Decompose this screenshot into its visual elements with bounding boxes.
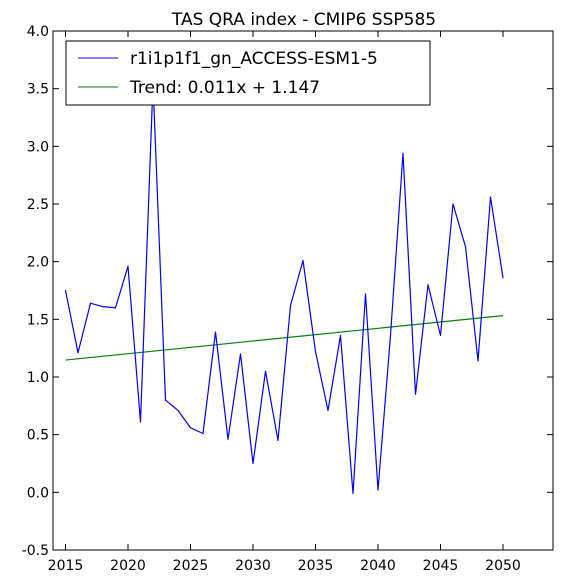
plot-frame — [52, 30, 554, 551]
series-line-access-esm1-5 — [64, 82, 504, 494]
y-tick-label: 0.0 — [27, 485, 49, 501]
data-point — [239, 353, 242, 355]
data-point — [114, 307, 117, 309]
x-tick-label: 2040 — [360, 558, 396, 574]
trend-line — [65, 315, 504, 361]
y-tick-label: 2.5 — [27, 197, 49, 213]
data-point — [364, 293, 367, 295]
axis-ticks — [53, 30, 553, 551]
data-point — [389, 334, 392, 337]
data-point — [477, 360, 479, 362]
data-point — [314, 351, 317, 353]
data-point — [277, 439, 279, 442]
series-layer — [64, 82, 504, 495]
y-tick-label: 0.5 — [27, 428, 49, 444]
data-point — [64, 289, 67, 292]
data-point — [214, 331, 217, 333]
data-point — [439, 334, 442, 337]
legend: r1i1p1f1_gn_ACCESS-ESM1-5 Trend: 0.011x … — [65, 40, 431, 106]
y-tick-label: 1.5 — [27, 312, 49, 328]
data-point — [502, 277, 504, 279]
x-tick-label: 2015 — [48, 558, 84, 574]
x-tick-label: 2025 — [173, 558, 209, 574]
data-point — [164, 399, 167, 401]
legend-label-series-0: r1i1p1f1_gn_ACCESS-ESM1-5 — [130, 49, 378, 69]
data-point — [377, 489, 379, 491]
data-point — [202, 432, 204, 435]
legend-box — [65, 40, 431, 106]
data-point — [102, 306, 104, 308]
y-tick-label: 3.5 — [27, 82, 49, 98]
x-tick-label: 2045 — [423, 558, 459, 574]
data-point — [302, 259, 304, 262]
data-point — [89, 302, 92, 304]
data-point — [489, 196, 492, 198]
data-point — [464, 246, 467, 248]
chart-title: TAS QRA index - CMIP6 SSP585 — [171, 10, 436, 30]
x-tick-label: 2020 — [110, 558, 146, 574]
data-point — [402, 152, 404, 154]
y-tick-label: 2.0 — [27, 255, 49, 271]
legend-label-series-1: Trend: 0.011x + 1.147 — [129, 78, 320, 98]
data-point — [227, 438, 229, 440]
data-point — [77, 352, 79, 354]
y-tick-label: 4.0 — [27, 24, 49, 40]
axis-tick-labels: 2015 2020 2025 2030 2035 2040 2045 2050 -0.5 0.0 0… — [22, 24, 521, 574]
data-point — [452, 203, 454, 205]
y-tick-label: 1.0 — [27, 370, 49, 386]
data-point — [289, 304, 292, 307]
x-tick-label: 2035 — [298, 558, 334, 574]
data-point — [327, 409, 329, 412]
data-point — [427, 284, 429, 286]
data-point — [189, 427, 192, 429]
data-point — [352, 492, 354, 495]
y-tick-label: 3.0 — [27, 139, 49, 155]
data-point — [339, 334, 342, 337]
y-tick-label: -0.5 — [22, 543, 49, 559]
data-point — [264, 370, 267, 372]
x-tick-label: 2030 — [235, 558, 271, 574]
data-point — [177, 409, 179, 412]
data-point — [139, 421, 142, 423]
data-point — [127, 265, 129, 267]
x-tick-label: 2050 — [485, 558, 521, 574]
data-point — [252, 462, 254, 465]
data-point — [414, 393, 417, 395]
